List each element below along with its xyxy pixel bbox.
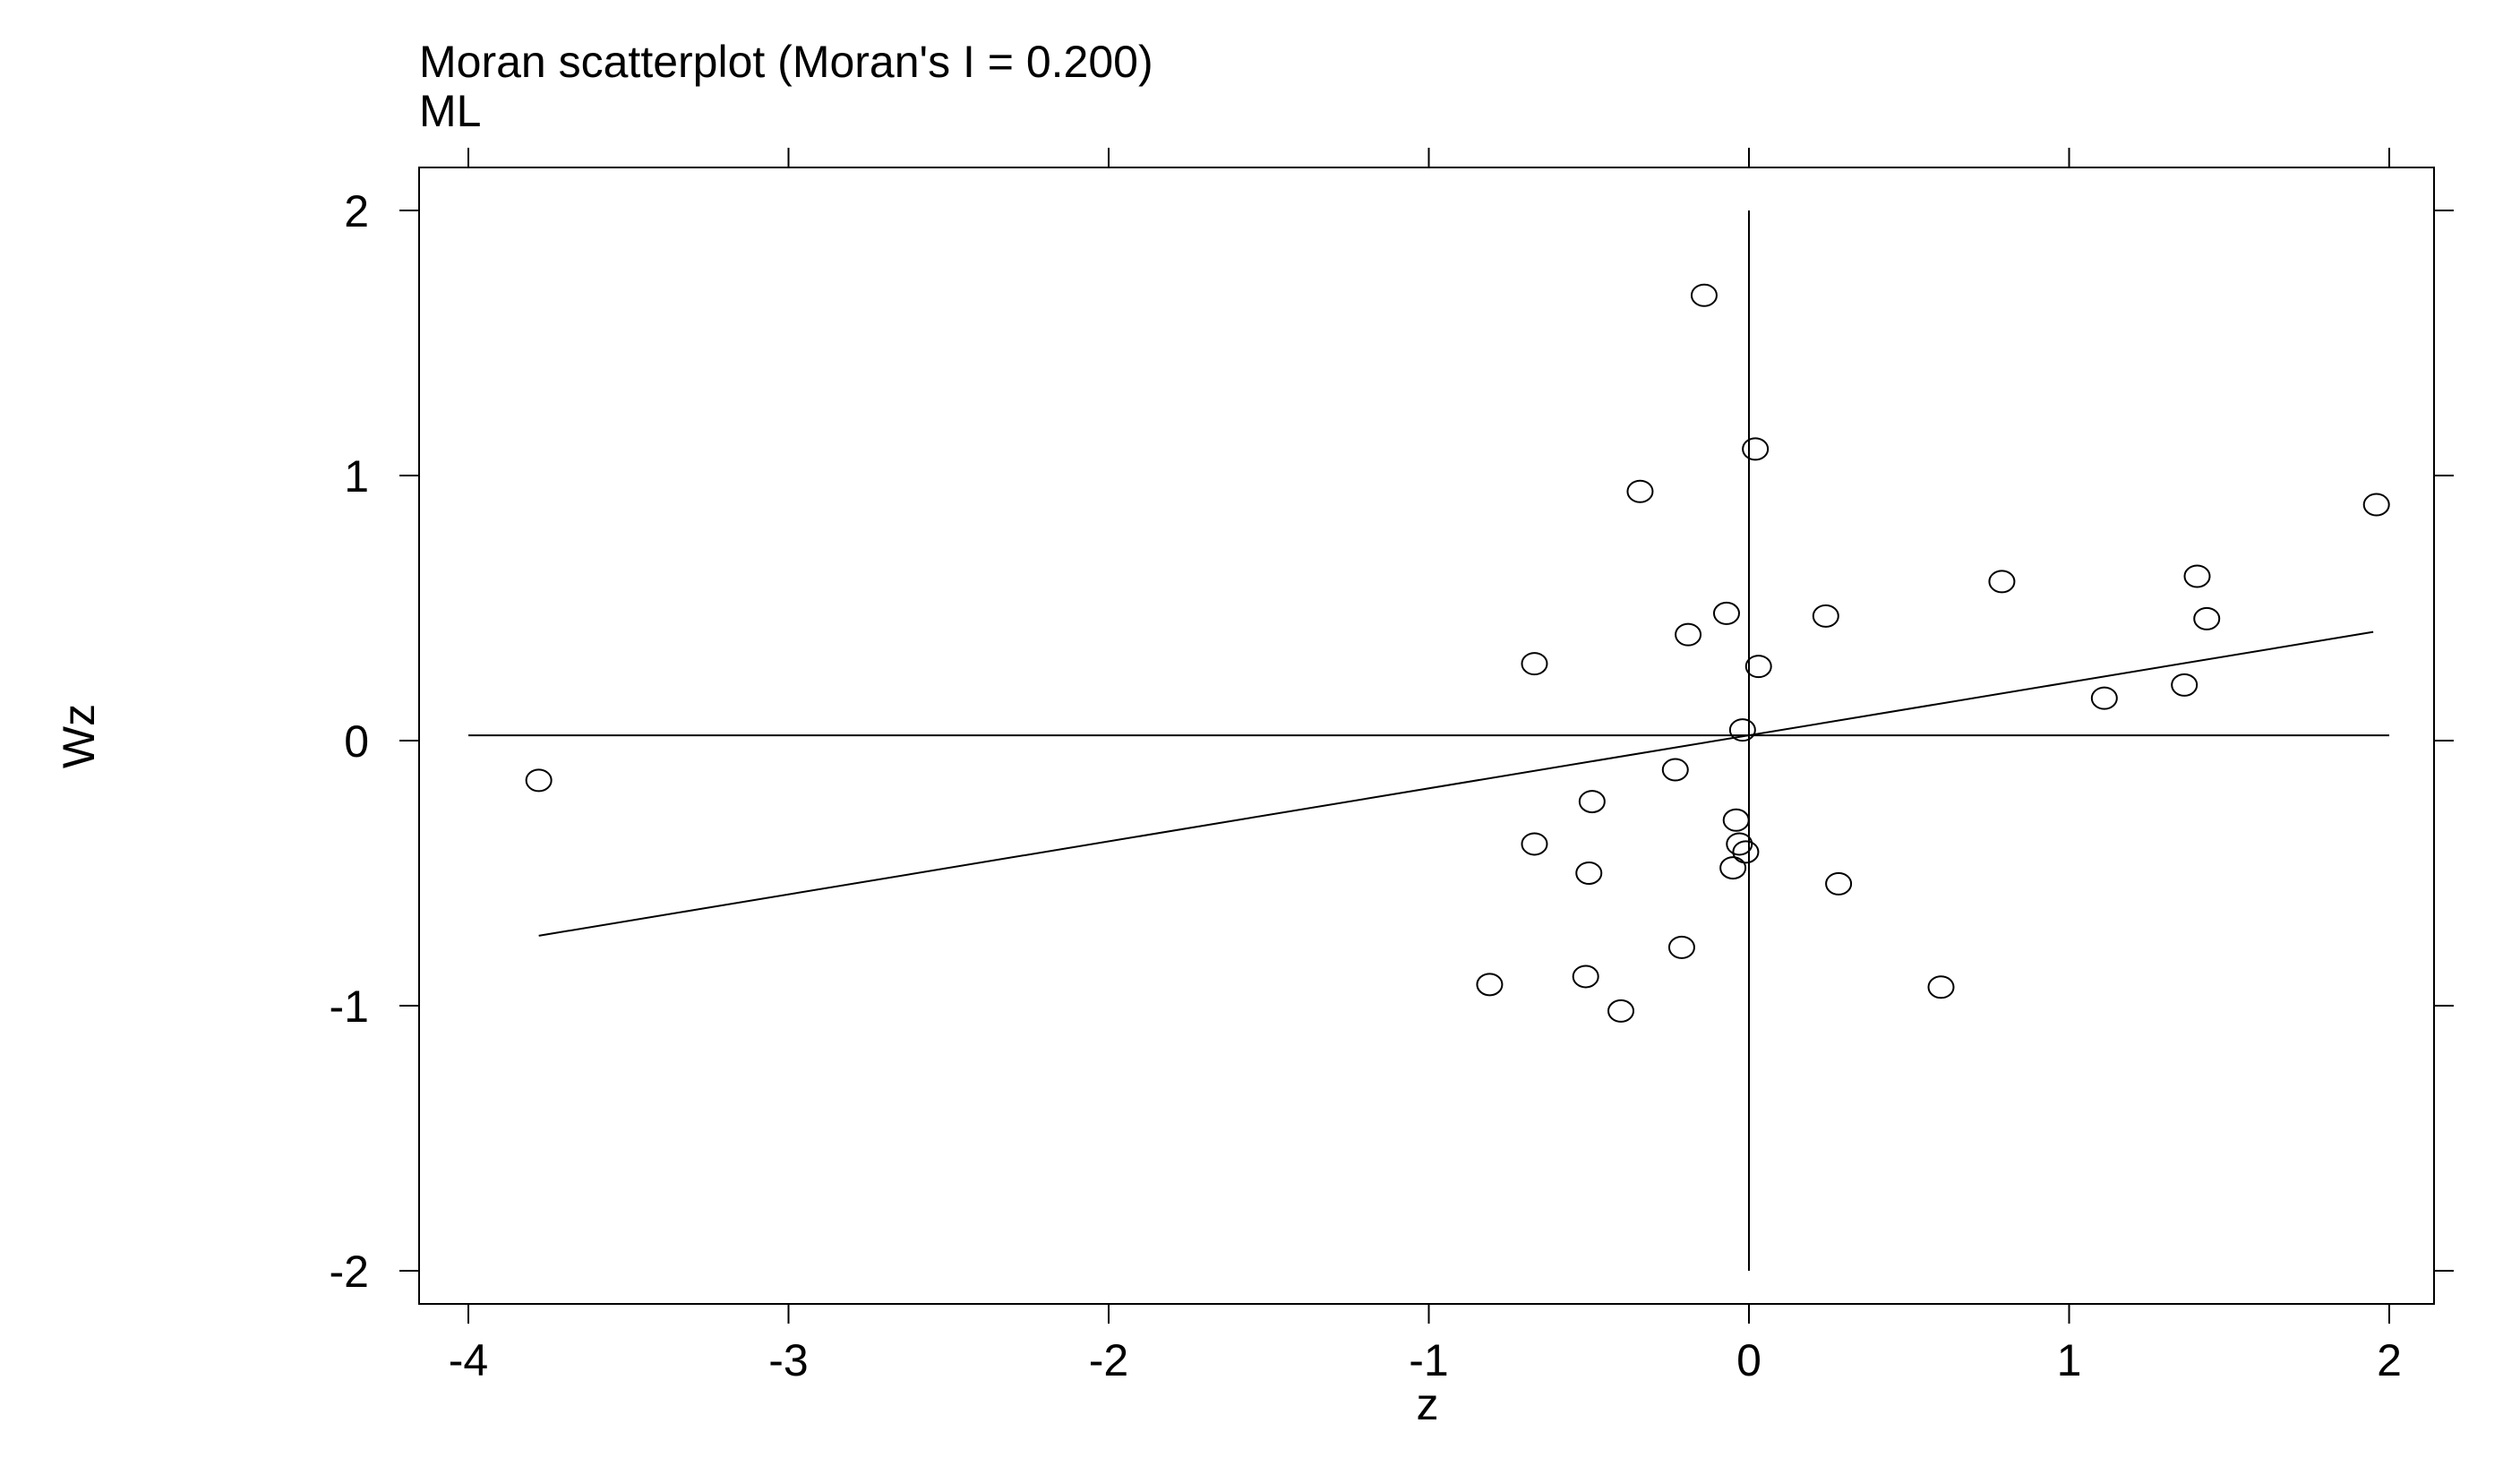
data-point bbox=[2193, 606, 2221, 630]
data-point bbox=[1732, 840, 1760, 864]
data-point bbox=[1726, 832, 1753, 856]
data-points bbox=[525, 283, 2390, 1023]
x-tick-label: 2 bbox=[2377, 1335, 2402, 1385]
x-tick-label: 0 bbox=[1736, 1335, 1761, 1385]
y-tick-label: -2 bbox=[330, 1247, 369, 1297]
plot-frame bbox=[418, 167, 2435, 1305]
data-point bbox=[2171, 673, 2199, 697]
chart-title: Moran scatterplot (Moran's I = 0.200) bbox=[419, 37, 1153, 87]
data-point bbox=[1675, 622, 1702, 647]
regression-line bbox=[538, 630, 2374, 937]
x-tick-label: 1 bbox=[2057, 1335, 2082, 1385]
x-tick-label: -4 bbox=[449, 1335, 488, 1385]
data-point bbox=[1744, 655, 1772, 679]
x-tick-label: -3 bbox=[768, 1335, 808, 1385]
x-axis-label: z bbox=[1417, 1379, 1439, 1429]
data-point bbox=[2183, 564, 2211, 588]
data-point bbox=[1927, 975, 1955, 999]
data-point bbox=[2362, 493, 2390, 517]
x-axis-ticks: -4 -3 -2 -1 0 1 2 bbox=[449, 148, 2402, 1385]
data-point bbox=[1476, 973, 1504, 997]
data-point bbox=[1572, 964, 1599, 989]
data-point bbox=[1728, 718, 1756, 742]
data-point bbox=[1722, 808, 1750, 832]
y-tick-label: 0 bbox=[344, 716, 369, 767]
data-point bbox=[1667, 935, 1695, 959]
y-tick-label: 1 bbox=[344, 451, 369, 502]
data-point bbox=[1607, 999, 1634, 1023]
data-point bbox=[1575, 862, 1603, 885]
x-tick-label: -1 bbox=[1409, 1335, 1448, 1385]
data-point bbox=[2090, 686, 2118, 710]
data-point bbox=[1712, 601, 1740, 625]
data-point bbox=[1719, 856, 1747, 880]
chart-subtitle: ML bbox=[419, 86, 481, 136]
data-point bbox=[1521, 652, 1548, 676]
data-point bbox=[1988, 570, 2016, 594]
data-point bbox=[1521, 832, 1548, 856]
x-tick-label: -2 bbox=[1089, 1335, 1128, 1385]
data-point bbox=[1578, 790, 1606, 814]
data-point bbox=[525, 768, 553, 793]
y-axis-label: Wz bbox=[54, 704, 104, 768]
regression-line-group bbox=[538, 630, 2374, 937]
y-tick-label: -1 bbox=[330, 982, 369, 1032]
y-axis-ticks: -2 -1 0 1 2 bbox=[330, 186, 2454, 1297]
data-point bbox=[1812, 604, 1839, 628]
y-tick-label: 2 bbox=[344, 186, 369, 236]
reference-lines bbox=[468, 210, 2389, 1271]
data-point bbox=[1690, 283, 1718, 307]
data-point bbox=[1825, 871, 1853, 896]
data-point bbox=[1661, 758, 1689, 782]
data-point bbox=[1626, 479, 1654, 503]
data-point bbox=[1742, 437, 1770, 461]
